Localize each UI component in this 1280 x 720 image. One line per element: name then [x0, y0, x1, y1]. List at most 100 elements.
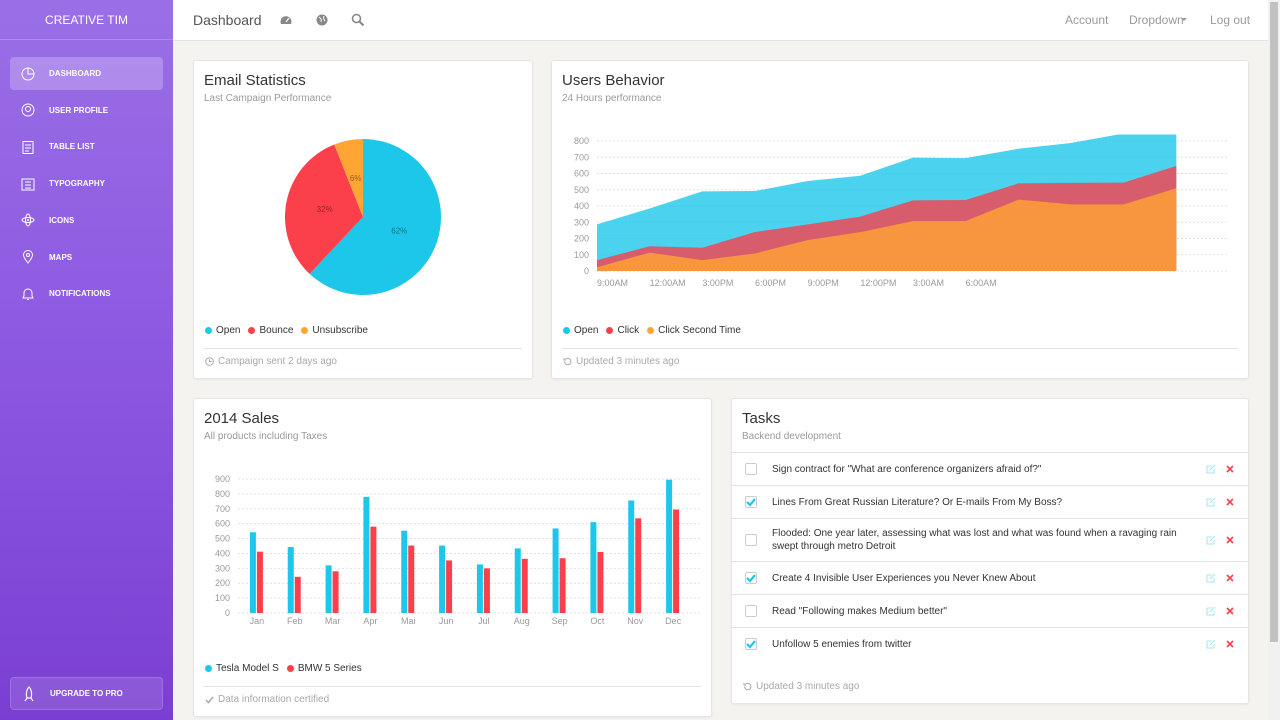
x-tick-label: Jan — [250, 616, 265, 626]
y-tick-label: 900 — [215, 474, 230, 484]
slice-label: 6% — [350, 174, 362, 183]
separator — [204, 348, 522, 349]
card-subtitle: 24 Hours performance — [562, 93, 662, 104]
checkbox[interactable] — [745, 534, 757, 546]
task-text: Read "Following makes Medium better" — [772, 605, 947, 617]
check — [746, 640, 756, 649]
task-text: Sign contract for "What are conference o… — [772, 463, 1042, 475]
remove-icon — [1226, 498, 1234, 506]
task-text: Flooded: One year later, assessing what … — [772, 528, 1177, 552]
nav-label: TYPOGRAPHY — [49, 179, 106, 189]
checkbox[interactable] — [745, 572, 757, 584]
checkbox[interactable] — [745, 496, 757, 508]
y-tick-label: 500 — [215, 534, 230, 544]
legend-swatch — [248, 327, 256, 334]
check-mark — [746, 640, 756, 649]
legend: Open Bounce Unsubscribe — [205, 325, 368, 336]
remove-button[interactable] — [1226, 607, 1234, 615]
bar — [673, 509, 680, 613]
nav-label: MAPS — [49, 252, 73, 262]
edit-button[interactable] — [1206, 464, 1216, 474]
nav-icon — [21, 103, 35, 117]
upgrade-button[interactable]: UPGRADE TO PRO — [10, 677, 163, 710]
remove-button[interactable] — [1226, 574, 1234, 582]
nav-link[interactable]: Dropdown — [1129, 13, 1184, 27]
scroll-thumb[interactable] — [1270, 2, 1278, 642]
bar — [628, 500, 635, 613]
bar — [249, 532, 256, 613]
nav-item[interactable]: MAPS — [10, 241, 163, 274]
bar — [439, 545, 446, 613]
navbar-title[interactable]: Dashboard — [193, 12, 262, 28]
x-tick-label: Dec — [665, 616, 682, 626]
checkbox[interactable] — [745, 463, 757, 475]
edit-button[interactable] — [1206, 639, 1216, 649]
y-tick-label: 700 — [574, 152, 589, 162]
pie-slice — [285, 144, 363, 274]
edit-button[interactable] — [1206, 497, 1216, 507]
checkbox[interactable] — [745, 605, 757, 617]
legend-label: Unsubscribe — [312, 325, 368, 336]
bar — [597, 551, 604, 613]
edit-button[interactable] — [1206, 535, 1216, 545]
card: Email Statistics Last Campaign Performan… — [193, 60, 533, 379]
card-title: Users Behavior — [562, 72, 665, 89]
card-footer: Data information certified — [205, 694, 329, 705]
y-tick-label: 400 — [574, 201, 589, 211]
legend-swatch — [606, 327, 614, 334]
nav-item[interactable]: DASHBOARD — [10, 57, 163, 90]
x-tick-label: Sep — [552, 616, 568, 626]
globe-icon[interactable] — [315, 13, 329, 27]
edit-button[interactable] — [1206, 573, 1216, 583]
remove-button[interactable] — [1226, 498, 1234, 506]
nav-item[interactable]: USER PROFILE — [10, 94, 163, 127]
card-subtitle: All products including Taxes — [204, 431, 328, 442]
search-icon[interactable] — [351, 13, 365, 27]
separator — [204, 686, 701, 687]
task-row: Flooded: One year later, assessing what … — [732, 518, 1248, 561]
nav-link[interactable]: Log out — [1210, 13, 1251, 27]
clock-icon — [205, 357, 214, 366]
nav-item[interactable]: TYPOGRAPHY — [10, 167, 163, 200]
brand[interactable]: CREATIVE TIM — [0, 0, 173, 40]
task-row: Read "Following makes Medium better" — [732, 594, 1248, 627]
legend-entry: BMW 5 Series — [286, 663, 362, 674]
x-tick-label: 9:00PM — [808, 278, 839, 288]
legend-label: Tesla Model S — [216, 663, 279, 674]
legend-swatch — [563, 327, 570, 334]
legend-swatch — [301, 327, 309, 334]
nav-icon — [22, 140, 34, 154]
y-tick-label: 300 — [215, 563, 230, 573]
card-title: Email Statistics — [204, 72, 306, 89]
checkbox[interactable] — [745, 638, 757, 650]
sidebar: CREATIVE TIM DASHBOARD USER PROFILE TABLE … — [0, 0, 173, 720]
nav-item[interactable]: TABLE LIST — [10, 130, 163, 163]
x-tick-label: 6:00PM — [755, 278, 786, 288]
task-text: Create 4 Invisible User Experiences you … — [772, 572, 1036, 584]
nav-link[interactable]: Account — [1065, 13, 1109, 27]
scrollbar[interactable] — [1268, 0, 1280, 720]
footer-text: Data information certified — [218, 694, 330, 705]
legend-label: Bounce — [259, 325, 294, 336]
bar — [476, 564, 483, 613]
footer-text: Updated 3 minutes ago — [576, 356, 680, 367]
remove-button[interactable] — [1226, 465, 1234, 473]
chart: 0 100 200 300 400 500 600 700 800 900 Jan Feb Mar Apr… — [215, 474, 702, 626]
bar — [552, 528, 559, 613]
remove-button[interactable] — [1226, 640, 1234, 648]
remove-button[interactable] — [1226, 536, 1234, 544]
task-row: Unfollow 5 enemies from twitter — [732, 627, 1248, 660]
y-tick-label: 200 — [215, 578, 230, 588]
nav-icon — [21, 213, 35, 227]
nav-item[interactable]: NOTIFICATIONS — [10, 277, 163, 310]
dashboard-icon[interactable] — [279, 13, 293, 27]
x-tick-label: 3:00AM — [913, 278, 944, 288]
nav-item[interactable]: ICONS — [10, 204, 163, 237]
edit-button[interactable] — [1206, 606, 1216, 616]
nav-icon — [22, 288, 34, 300]
bar — [408, 545, 415, 613]
bar — [332, 571, 339, 613]
y-tick-label: 800 — [574, 136, 589, 146]
separator — [562, 348, 1238, 349]
